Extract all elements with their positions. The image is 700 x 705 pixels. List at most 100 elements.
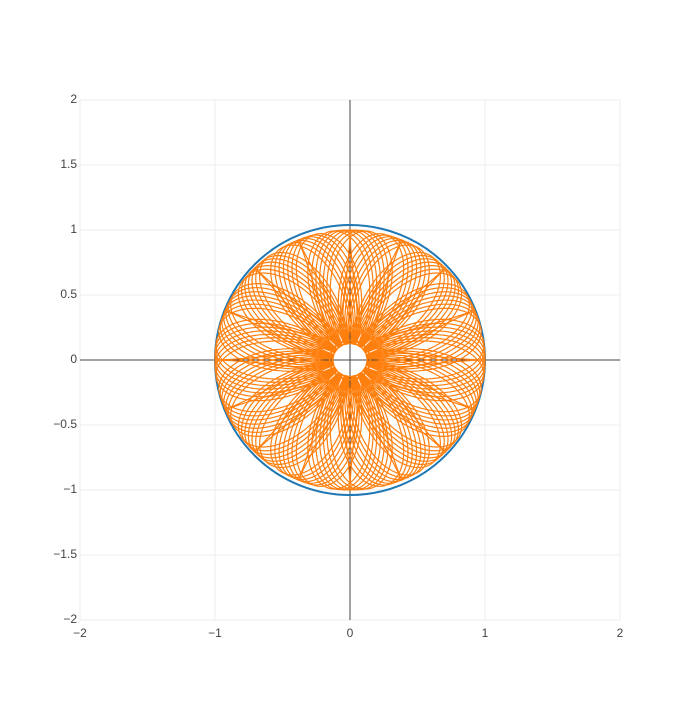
petal-loop	[362, 337, 486, 398]
x-tick-label: 2	[617, 626, 624, 640]
petal-loop	[352, 362, 453, 459]
petal-loop	[270, 244, 352, 354]
petal-loop	[337, 370, 405, 487]
petal-loop	[244, 361, 347, 455]
petal-loop	[344, 368, 418, 483]
petal-loop	[340, 234, 409, 351]
petal-loop	[215, 340, 338, 402]
petal-loop	[315, 229, 378, 348]
petal-loop	[218, 307, 340, 372]
petal-loop	[354, 360, 463, 448]
petal-loop	[295, 233, 363, 350]
petal-loop	[244, 265, 347, 359]
petal-loop	[322, 229, 385, 348]
petal-loop	[251, 363, 349, 462]
tick-labels: −2 −1 0 1 2 −2 −1.5 −1 −0.5 0 0.5 1 1.5 2	[53, 92, 623, 640]
petal-loop	[227, 287, 343, 363]
zero-lines	[80, 100, 620, 620]
petal-loop	[329, 371, 393, 490]
petal-loop	[358, 354, 477, 425]
petal-loop	[363, 333, 486, 394]
petal-loop	[287, 369, 358, 484]
petal-loop	[337, 233, 405, 350]
petal-loop	[223, 354, 342, 425]
petal-loop	[353, 361, 456, 455]
petal-loop	[214, 337, 338, 398]
petal-loop	[348, 366, 430, 476]
petal-loop	[219, 350, 340, 417]
x-tick-label: 1	[482, 626, 489, 640]
y-tick-label: −0.5	[53, 417, 77, 431]
petal-loop	[363, 326, 486, 387]
petal-loop	[225, 291, 342, 365]
petal-loop	[215, 318, 338, 380]
petal-loop	[351, 363, 449, 462]
y-tick-label: 0	[70, 352, 77, 366]
petal-loop	[358, 355, 475, 429]
petal-loop	[307, 230, 371, 349]
petal-loop	[259, 364, 350, 469]
petal-loop	[363, 330, 486, 390]
petal-loop	[255, 363, 349, 466]
petal-loop	[311, 229, 374, 348]
petal-loop	[351, 258, 449, 357]
petal-loop	[357, 357, 473, 433]
y-tick-label: −1	[63, 482, 77, 496]
petal-loop	[351, 363, 445, 466]
petal-loop	[360, 350, 481, 417]
petal-loop	[237, 272, 346, 360]
petal-loop	[345, 239, 422, 353]
petal-loop	[342, 236, 413, 351]
petal-loop	[344, 237, 418, 352]
petal-loop	[326, 372, 389, 491]
petal-loop	[230, 283, 344, 362]
x-tick-label: −2	[73, 626, 87, 640]
petal-loop	[342, 369, 413, 484]
petal-loop	[319, 229, 381, 347]
petal-loop	[356, 358, 470, 437]
petal-loop	[214, 322, 338, 383]
petal-loop	[351, 254, 445, 357]
petal-loop	[247, 362, 348, 459]
x-tick-label: −1	[208, 626, 222, 640]
y-tick-label: 0.5	[60, 287, 77, 301]
petal-loop	[354, 268, 460, 359]
petal-loop	[221, 352, 341, 421]
petal-loop	[274, 367, 353, 478]
series-layer	[214, 224, 486, 496]
y-tick-label: −2	[63, 612, 77, 626]
petal-loop	[240, 268, 346, 359]
petal-loop	[326, 229, 389, 348]
petal-loop	[348, 244, 430, 354]
petal-loop	[214, 333, 337, 394]
petal-loop	[322, 372, 385, 491]
petal-loop	[259, 251, 350, 356]
petal-loop	[219, 303, 340, 370]
petal-loop	[347, 367, 426, 478]
petal-loop	[358, 295, 477, 366]
petal-loop	[360, 307, 482, 372]
petal-loop	[214, 330, 337, 390]
petal-loop	[237, 360, 346, 448]
petal-loop	[357, 287, 473, 363]
petal-loop	[362, 322, 486, 383]
petal-loop	[350, 251, 441, 356]
petal-loop	[352, 261, 453, 358]
petal-loop	[311, 372, 374, 491]
petal-loop	[282, 368, 356, 483]
petal-loop	[359, 352, 479, 421]
petal-loop	[247, 261, 348, 358]
petal-loop	[315, 372, 378, 491]
petal-loop	[354, 272, 463, 360]
petal-loop	[345, 367, 422, 481]
petal-loop	[255, 254, 349, 357]
petal-loop	[353, 265, 456, 359]
petal-loop	[225, 355, 342, 429]
petal-loop	[347, 242, 426, 353]
y-tick-label: 1	[70, 222, 77, 236]
petal-loop	[270, 366, 352, 476]
petal-loop	[291, 369, 360, 486]
petal-loop	[295, 370, 363, 487]
